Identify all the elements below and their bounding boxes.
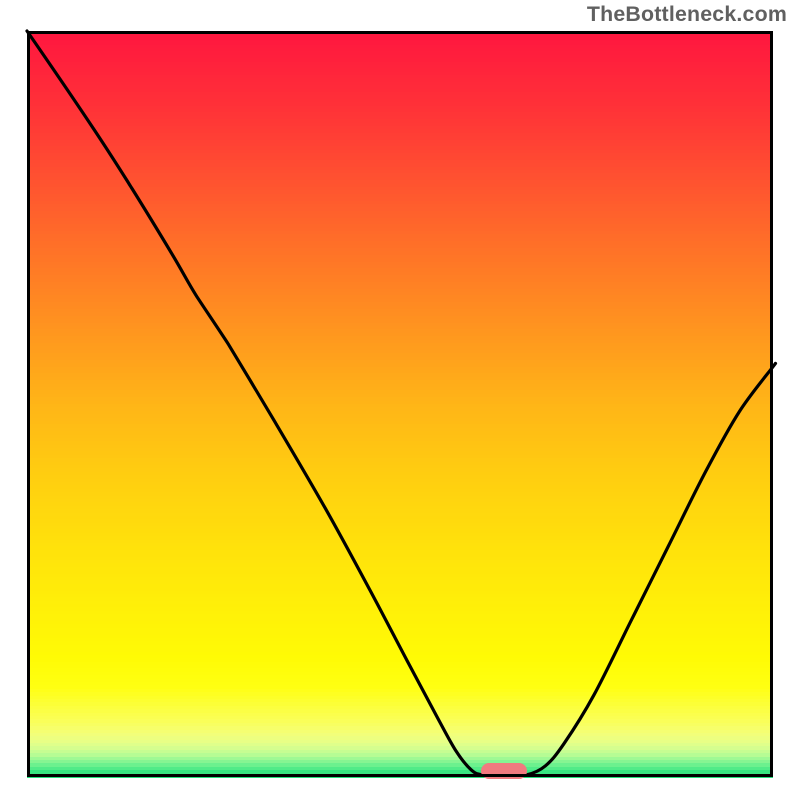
plot-border-top [27, 31, 773, 34]
plot-area [27, 31, 773, 777]
plot-border-right [770, 31, 773, 777]
plot-border-left [27, 31, 30, 777]
watermark-text: TheBottleneck.com [587, 2, 787, 27]
chart-frame: TheBottleneck.com [0, 0, 800, 800]
bottleneck-curve [27, 31, 773, 777]
plot-border-bottom [27, 774, 773, 777]
